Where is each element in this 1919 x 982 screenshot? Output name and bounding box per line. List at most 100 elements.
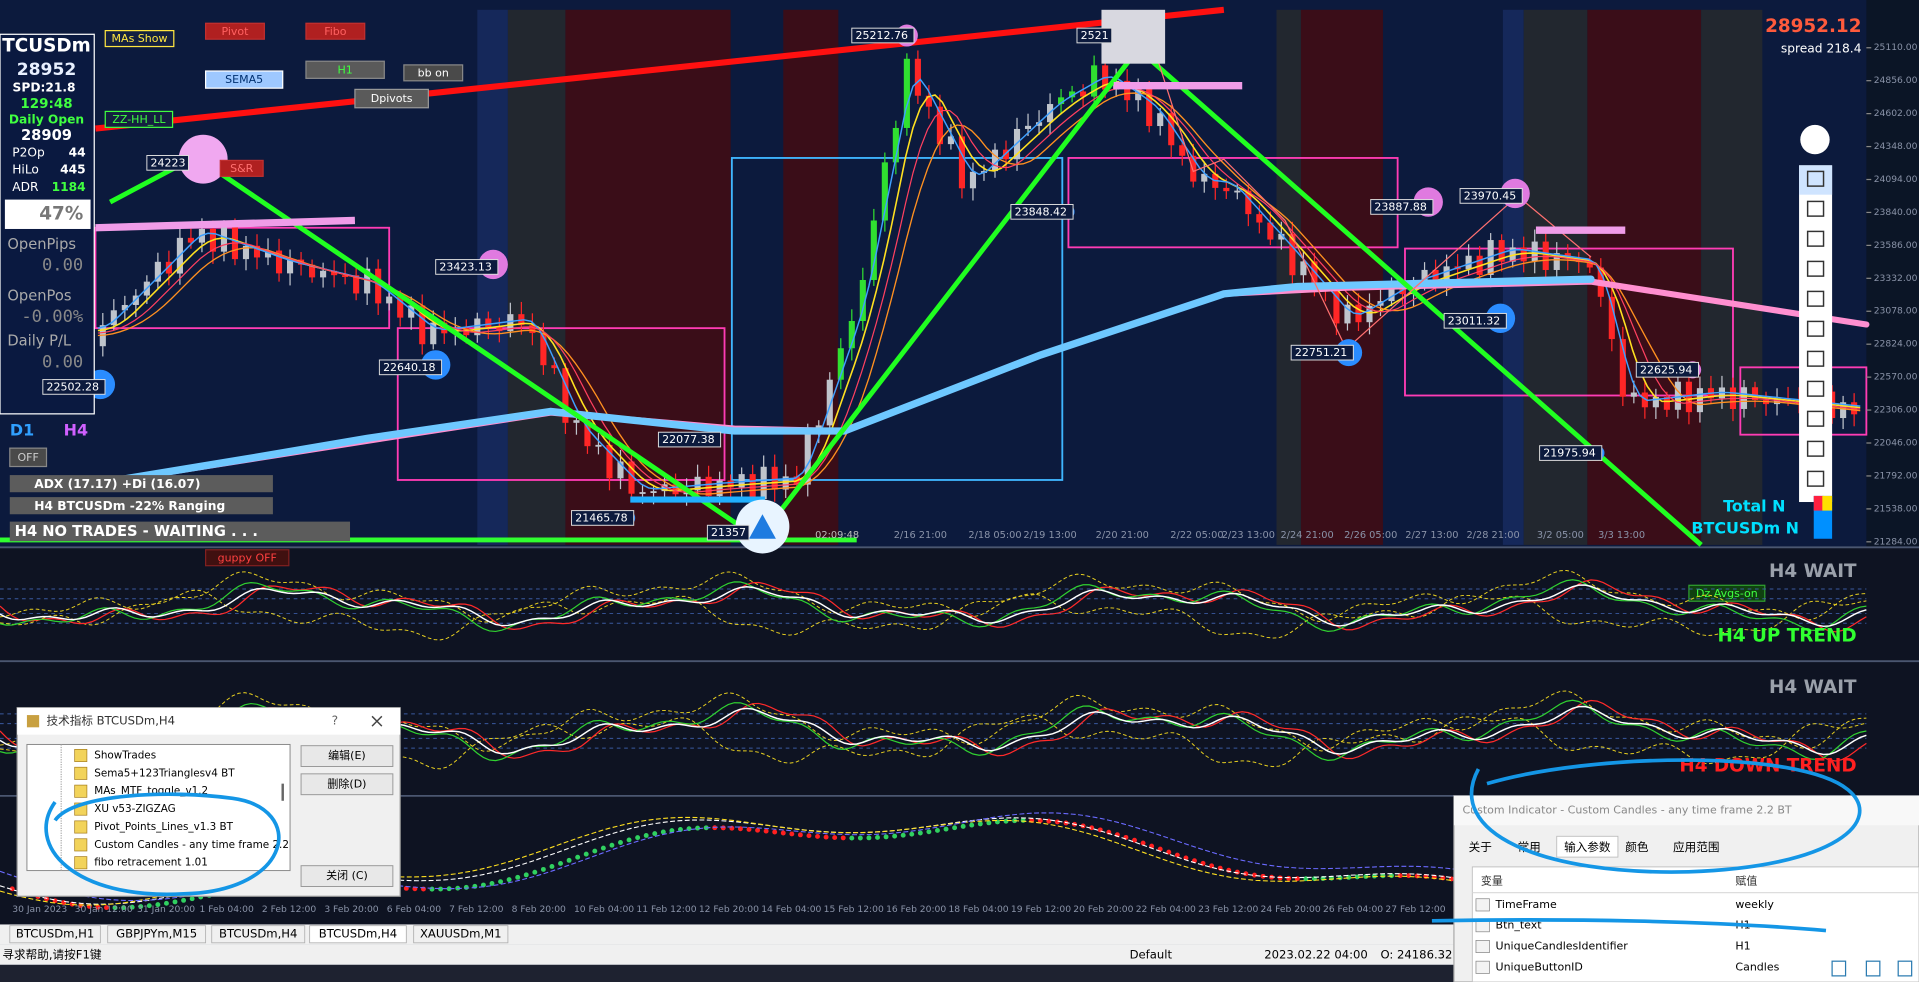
chart-button[interactable]: Pivot <box>221 25 249 38</box>
chart-button-bg <box>305 22 366 40</box>
dialog-tool-icon[interactable] <box>1865 960 1881 977</box>
chart-button-bg <box>104 110 174 128</box>
dialog-button[interactable]: 删除(D) <box>327 776 366 790</box>
list-item[interactable]: ShowTrades <box>94 749 156 761</box>
toolbar-icon[interactable] <box>1806 170 1825 187</box>
candle-body <box>430 322 437 345</box>
list-item[interactable]: Pivot_Points_Lines_v1.3 BT <box>94 821 233 833</box>
toolbar-icon[interactable] <box>1806 410 1825 427</box>
price-label: 23970.45 <box>1464 190 1516 203</box>
trend-dot <box>643 833 649 838</box>
toolbar-icon[interactable] <box>1806 320 1825 337</box>
param-icon <box>1475 960 1490 974</box>
price-label-bg <box>1459 188 1523 204</box>
tab[interactable]: BTCUSDm,H4 <box>219 927 297 941</box>
chart-button[interactable]: MAs Show <box>112 32 168 45</box>
tab[interactable]: XAUUSDm,M1 <box>420 927 502 941</box>
lower-time-label: 16 Feb 20:00 <box>886 904 946 915</box>
chart-button[interactable]: H1 <box>337 63 352 76</box>
chart-button[interactable]: Fibo <box>324 25 347 38</box>
trend-dot <box>549 864 555 869</box>
candle-body <box>331 270 338 276</box>
toolbar-icon[interactable] <box>1806 230 1825 247</box>
session-band <box>1276 9 1301 545</box>
chart-button[interactable]: SEMA5 <box>225 73 263 86</box>
tab-bg <box>309 925 407 944</box>
trend-dot <box>609 842 615 848</box>
toolbar-icon[interactable] <box>1806 200 1825 217</box>
chart-button[interactable]: guppy OFF <box>218 551 277 564</box>
tab[interactable]: BTCUSDm,H4 <box>319 927 397 941</box>
candle-body <box>1201 173 1208 182</box>
param-value[interactable]: weekly <box>1735 898 1774 911</box>
pivot-bar <box>95 216 356 232</box>
session-band <box>1701 9 1763 545</box>
toolbar-icon[interactable] <box>1806 350 1825 367</box>
chart-button[interactable]: bb on <box>418 66 449 79</box>
table-header: 变量 <box>1481 874 1503 888</box>
list-item-icon <box>74 820 88 834</box>
candle-body <box>121 304 128 311</box>
list-item[interactable]: XU v53-ZIGZAG <box>94 803 175 815</box>
arrow-icon <box>748 514 776 539</box>
spread: SPD:21.8 <box>13 81 76 95</box>
candle-body <box>1223 187 1230 192</box>
list-item[interactable]: Sema5+123Trianglesv4 BT <box>94 767 235 779</box>
list-item[interactable]: fibo retracement 1.01 <box>94 857 208 869</box>
trend-dot <box>112 905 118 911</box>
candle-body <box>1674 381 1681 410</box>
chart-button-bg <box>305 60 385 79</box>
trend-dot <box>121 905 127 911</box>
candle-body <box>1542 241 1549 270</box>
lower-time-label: 3 Feb 20:00 <box>324 904 378 915</box>
dialog-tab[interactable]: 输入参数 <box>1564 840 1611 854</box>
trend-dot <box>720 825 726 831</box>
chart-button[interactable]: Dpivots <box>371 92 413 105</box>
trend-dot <box>163 900 169 906</box>
close-icon[interactable] <box>371 715 383 727</box>
chart-button[interactable]: OFF <box>17 451 38 464</box>
lower-time-label: 2 Feb 12:00 <box>262 904 316 915</box>
tab[interactable]: BTCUSDm,H1 <box>16 927 94 941</box>
param-value[interactable]: Candles <box>1735 960 1779 973</box>
toolbar-icon[interactable] <box>1806 260 1825 277</box>
bid-price: 28952.12 <box>1765 16 1861 37</box>
chart-button[interactable]: Dz Avgs-on <box>1696 587 1758 600</box>
toolbar-selected <box>1799 165 1833 195</box>
dialog-button[interactable]: 编辑(E) <box>328 748 366 762</box>
dialog-tool-icon[interactable] <box>1897 960 1913 977</box>
candle-body <box>1652 396 1659 408</box>
info-value: 445 <box>60 163 86 177</box>
box <box>396 327 726 481</box>
param-name[interactable]: UniqueCandlesIdentifier <box>1496 939 1629 952</box>
candle-body <box>529 325 536 334</box>
dialog-tab[interactable]: 颜色 <box>1625 840 1649 854</box>
chart-button[interactable]: ZZ-HH_LL <box>112 113 166 126</box>
lower-time-label: 30 Jan 12:00 <box>75 904 133 915</box>
candle-body <box>947 136 954 145</box>
dialog-help[interactable]: ? <box>332 714 338 728</box>
toolbar-icon[interactable] <box>1806 470 1825 487</box>
toolbar-icon[interactable] <box>1806 440 1825 457</box>
param-value[interactable]: H1 <box>1735 939 1750 952</box>
param-name[interactable]: Btn_text <box>1496 919 1543 932</box>
candle-body <box>749 474 756 500</box>
param-name[interactable]: TimeFrame <box>1495 898 1557 911</box>
candle-body <box>375 268 382 304</box>
list-item[interactable]: Custom Candles - any time frame 2.2 <box>94 839 289 851</box>
candle-body <box>1773 398 1781 405</box>
toolbar-icon[interactable] <box>1806 290 1825 307</box>
price-axis-label: 21538.00 <box>1874 503 1918 514</box>
dialog-tool-icon[interactable] <box>1831 960 1847 977</box>
price-label-bg <box>706 524 750 541</box>
trend-dot <box>523 872 529 878</box>
dialog-button[interactable]: 关闭 (C) <box>326 868 368 882</box>
param-name[interactable]: UniqueButtonID <box>1496 960 1583 973</box>
dialog-tab[interactable]: 应用范围 <box>1673 840 1719 854</box>
chart-button[interactable]: S&R <box>230 162 254 175</box>
toolbar-icon[interactable] <box>1806 380 1825 397</box>
candle-body <box>1267 222 1274 240</box>
tab[interactable]: GBPJPYm,M15 <box>116 927 197 941</box>
dialog-tab[interactable]: 关于 <box>1469 840 1492 854</box>
trend-dot <box>832 835 838 841</box>
